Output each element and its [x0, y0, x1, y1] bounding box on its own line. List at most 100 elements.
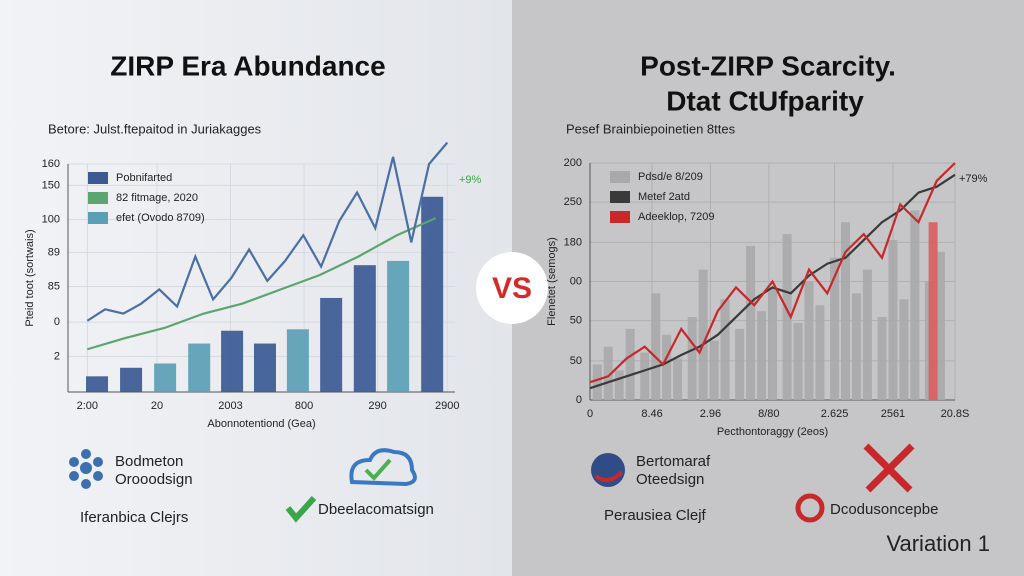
y-tick-label: 00 [570, 275, 582, 287]
y-tick-label: 250 [564, 196, 582, 208]
bar [877, 317, 887, 400]
bar [221, 330, 244, 392]
legend-swatch [610, 171, 630, 183]
bar [709, 340, 719, 400]
bar [320, 297, 343, 392]
bar [910, 210, 920, 400]
bar [793, 322, 803, 400]
left-caption: Iferanbica Clejrs [80, 509, 188, 526]
right-logo-swoosh [594, 470, 624, 483]
bar [625, 328, 635, 400]
bar [746, 245, 756, 400]
y-tick-label: 50 [570, 315, 582, 327]
annotation: +9% [459, 174, 482, 186]
y-tick-label: 100 [42, 213, 60, 225]
legend-label: Pobnifarted [116, 172, 172, 184]
bar [603, 346, 613, 400]
left-title: ZIRP Era Abundance [110, 50, 385, 81]
vs-circle [476, 252, 548, 324]
check-icon [285, 495, 317, 523]
bar [735, 328, 745, 400]
y-axis-label: Flenetet (semogs) [546, 237, 558, 326]
x-axis-label: Pecthontoraggy (2eos) [717, 426, 828, 438]
bar [86, 376, 109, 392]
annotation: +79% [959, 173, 988, 185]
line [87, 217, 437, 351]
y-tick-label: 85 [48, 280, 60, 292]
bar [720, 299, 730, 400]
bar [815, 305, 825, 400]
legend-label: 82 fitmage, 2020 [116, 192, 198, 204]
bar [899, 299, 909, 400]
x-tick-label: 2561 [881, 408, 905, 420]
y-tick-label: 150 [42, 179, 60, 191]
bar [804, 281, 814, 400]
bar [673, 358, 683, 400]
bar [188, 343, 211, 392]
legend-swatch [88, 192, 108, 204]
bar [120, 367, 143, 392]
bar [662, 334, 672, 400]
legend-swatch [610, 211, 630, 223]
bar [888, 240, 898, 400]
line [86, 141, 449, 322]
bar [698, 269, 708, 400]
x-tick-label: 8/80 [758, 408, 779, 420]
left-subtitle: Betore: Julst.ftepaitod in Juriakagges [48, 121, 262, 136]
x-icon [863, 443, 915, 493]
x-tick-label: 800 [295, 400, 313, 412]
y-tick-label: 200 [564, 157, 582, 169]
bar [768, 287, 777, 400]
legend-label: Metef 2atd [638, 191, 690, 203]
variation-label: Variation 1 [886, 531, 990, 556]
right-title: Post-ZIRP Scarcity. [640, 50, 896, 81]
left-badge: Dbeelacomatsign [318, 501, 434, 518]
right-caption: Perausiea Clejf [604, 507, 707, 524]
charts: 160 150 100 89 85 0 2 2:00 20 2003 800 290 2900 Pobni… [24, 141, 988, 438]
legend-label: Adeeklop, 7209 [638, 211, 714, 223]
bar [387, 260, 410, 392]
x-tick-label: 20.8S [941, 408, 970, 420]
bar [421, 196, 444, 392]
ban-icon [795, 493, 825, 523]
bar [687, 317, 697, 400]
right-logo-2: Oteedsign [636, 471, 704, 488]
y-axis-label: Pteid toot (sortwais) [24, 229, 36, 326]
bar [353, 265, 376, 392]
line [589, 162, 956, 384]
bar [640, 352, 650, 400]
bar [830, 257, 840, 400]
y-tick-label: 2 [54, 350, 60, 362]
legend-swatch [88, 212, 108, 224]
bar [928, 222, 938, 400]
bar [253, 343, 276, 392]
bar [851, 293, 861, 400]
bar [841, 222, 850, 400]
y-tick-label: 0 [54, 316, 60, 328]
right-subtitle: Pesef Brainbiepoinetien 8ttes [566, 121, 736, 136]
x-tick-label: 290 [368, 400, 386, 412]
y-tick-label: 89 [48, 246, 60, 258]
y-tick-label: 160 [42, 158, 60, 170]
bar [286, 329, 309, 392]
y-tick-label: 50 [570, 355, 582, 367]
cloud-icon [349, 448, 417, 487]
right-badge: Dcodusoncepbe [830, 501, 938, 518]
legend-swatch [88, 172, 108, 184]
bar [862, 269, 872, 400]
left-logo-1: Bodmeton [115, 453, 183, 470]
left-logo-2: Orooodsign [115, 471, 193, 488]
x-tick-label: 0 [587, 408, 593, 420]
x-tick-label: 8.46 [641, 408, 662, 420]
bar [782, 234, 792, 400]
x-tick-label: 2.96 [700, 408, 721, 420]
bar [592, 364, 602, 400]
bar [757, 311, 767, 400]
x-tick-label: 2:00 [77, 400, 98, 412]
legend-label: efet (Ovodo 8709) [116, 212, 205, 224]
bar [651, 293, 661, 400]
bar [614, 370, 624, 400]
y-tick-label: 180 [564, 236, 582, 248]
bar [154, 363, 177, 392]
